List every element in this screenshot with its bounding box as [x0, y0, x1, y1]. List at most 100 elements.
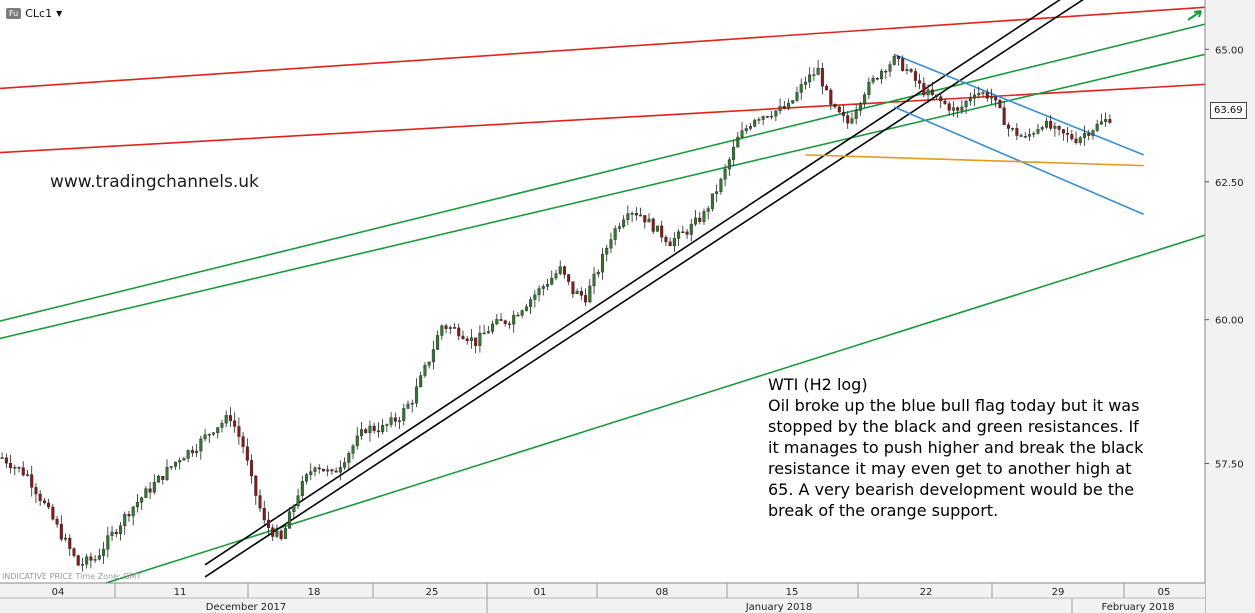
candle-body — [736, 136, 740, 148]
candle-body — [144, 488, 148, 498]
month-label: January 2018 — [745, 602, 813, 613]
candle-body — [918, 80, 922, 84]
candle-body — [178, 460, 182, 463]
candle-body — [296, 495, 300, 507]
candle-body — [351, 445, 355, 454]
candle-body — [947, 103, 951, 111]
candle-body — [410, 402, 414, 405]
candle-body — [376, 430, 380, 433]
candle-body — [880, 70, 884, 80]
candle-body — [503, 320, 507, 324]
x-tick-label: 05 — [1158, 587, 1171, 598]
candle-body — [1049, 120, 1053, 129]
candle-body — [495, 319, 499, 325]
candle-body — [423, 365, 427, 376]
candle-body — [858, 103, 862, 111]
trendline-orange — [805, 154, 1144, 167]
candle-body — [575, 291, 579, 295]
candle-body — [550, 277, 554, 285]
candle-body — [1006, 124, 1010, 129]
candle-body — [258, 495, 262, 509]
candle-body — [266, 519, 270, 528]
candle-body — [64, 537, 68, 540]
candle-body — [25, 474, 29, 476]
candle-body — [1091, 130, 1095, 136]
candle-body — [1082, 133, 1087, 138]
candle-body — [271, 527, 275, 537]
x-tick-label: 08 — [656, 587, 669, 598]
symbol-toolbar[interactable]: Fu CLc1 ▼ — [6, 7, 62, 20]
candle-body — [135, 502, 139, 508]
trendline-red — [0, 80, 1255, 154]
candle-body — [913, 71, 917, 81]
candle-body — [254, 475, 258, 496]
candle-body — [173, 461, 177, 467]
candle-body — [651, 218, 655, 232]
candle-body — [165, 467, 169, 480]
candle-body — [875, 77, 879, 80]
candle-body — [80, 564, 84, 566]
candle-body — [558, 266, 562, 274]
candle-body — [609, 239, 613, 249]
candle-body — [34, 487, 38, 495]
candle-body — [634, 213, 638, 216]
x-tick-label: 25 — [426, 587, 439, 598]
candle-body — [131, 506, 135, 517]
candle-body — [47, 502, 51, 508]
candle-body — [579, 291, 583, 296]
candle-body — [419, 375, 423, 387]
candle-body — [330, 469, 334, 472]
candle-body — [97, 555, 101, 560]
candle-body — [829, 89, 833, 105]
candle-body — [414, 386, 418, 404]
candle-body — [30, 474, 34, 488]
candle-body — [9, 462, 13, 469]
candle-body — [973, 94, 977, 99]
candle-body — [816, 68, 820, 75]
candle-body — [985, 92, 989, 99]
candle-body — [740, 130, 744, 138]
candle-body — [943, 100, 947, 104]
candle-body — [123, 513, 127, 526]
candle-body — [541, 286, 545, 289]
candle-body — [774, 110, 778, 117]
candle-body — [795, 92, 799, 101]
candle-body — [896, 56, 900, 59]
candle-body — [42, 500, 46, 504]
candle-body — [1015, 128, 1019, 136]
candle-body — [461, 335, 465, 340]
candle-body — [465, 338, 469, 341]
candle-body — [17, 467, 21, 469]
caret-down-icon[interactable]: ▼ — [56, 9, 63, 18]
candle-body — [381, 425, 385, 433]
candle-body — [364, 429, 368, 433]
watermark: www.tradingchannels.uk — [50, 172, 259, 192]
candle-body — [533, 294, 537, 300]
candle-body — [313, 467, 317, 472]
candle-body — [757, 119, 761, 121]
candle-body — [808, 74, 812, 83]
candle-body — [698, 217, 702, 222]
candle-body — [1104, 119, 1108, 122]
candle-body — [51, 506, 55, 520]
candle-body — [888, 64, 892, 72]
candle-body — [93, 559, 97, 561]
candle-body — [706, 208, 710, 212]
candle-body — [626, 213, 630, 220]
candle-body — [169, 466, 173, 468]
candle-body — [677, 231, 681, 239]
candle-body — [161, 475, 165, 480]
candle-body — [571, 281, 575, 295]
y-tick-label: 60.00 — [1215, 316, 1244, 327]
symbol-label[interactable]: CLc1 — [25, 7, 53, 20]
candle-body — [474, 337, 478, 346]
candle-body — [457, 327, 461, 337]
candle-body — [939, 96, 943, 102]
candle-body — [715, 191, 719, 194]
candle-body — [765, 116, 769, 118]
candle-body — [524, 306, 528, 311]
candle-body — [630, 213, 634, 215]
candle-body — [478, 332, 482, 346]
candle-body — [102, 548, 106, 556]
candle-body — [689, 223, 693, 235]
